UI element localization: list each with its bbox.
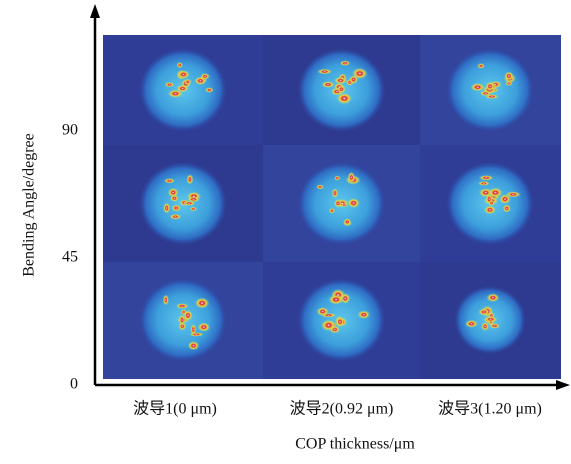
hot-spot (317, 68, 333, 75)
hot-spot (486, 293, 500, 303)
hot-spot (200, 73, 210, 80)
y-tick-label: 0 (70, 376, 78, 393)
hot-spot (464, 319, 479, 328)
hot-spot (342, 218, 352, 226)
hot-spot (347, 171, 356, 184)
hot-spot (348, 75, 359, 85)
hot-spot (505, 81, 513, 86)
hot-spot (505, 191, 521, 198)
hot-spot (477, 63, 485, 69)
hot-spot (321, 81, 335, 88)
hot-spot (188, 332, 204, 337)
hot-spot (485, 81, 495, 92)
hot-spot (347, 197, 360, 209)
hot-spot (483, 315, 498, 323)
hot-spot (162, 294, 169, 306)
x-axis-label: COP thickness/μm (295, 436, 415, 453)
hot-spot (197, 322, 211, 332)
hot-spot (502, 204, 511, 213)
hot-spot (477, 181, 490, 186)
hot-spot (176, 62, 184, 69)
hot-spot (163, 178, 176, 184)
y-axis-label: Bending Angle/degree (21, 133, 38, 277)
hot-spot (189, 206, 198, 212)
hot-spot (169, 194, 180, 202)
hot-spot (357, 310, 371, 319)
hot-spot (162, 202, 171, 214)
hot-spot (478, 308, 490, 316)
hot-spot (337, 85, 346, 94)
hot-spot (171, 204, 182, 212)
hot-spot (333, 76, 348, 85)
hot-spot (177, 69, 190, 80)
hot-spot (183, 200, 196, 206)
hot-spot (175, 303, 189, 309)
hot-spot (340, 202, 348, 208)
x-tick-label: 波导2(0.92 μm) (290, 400, 394, 418)
hot-spot (336, 92, 353, 105)
hot-spot (333, 198, 343, 208)
hot-spot (167, 89, 184, 98)
hot-spot (488, 199, 495, 207)
hot-spot (320, 319, 337, 332)
hot-spot (478, 175, 494, 181)
hot-spot (164, 81, 175, 88)
x-tick-label: 波导1(0 μm) (133, 400, 217, 418)
hot-spot (316, 306, 330, 317)
hot-spot (186, 196, 201, 203)
hot-spot (504, 71, 514, 81)
hot-spot (316, 184, 325, 190)
hot-spot (178, 314, 186, 326)
hot-spot (167, 187, 179, 198)
hot-spot (331, 188, 339, 199)
y-tick-label: 45 (62, 249, 78, 266)
hot-spot (470, 82, 486, 92)
x-arrow (556, 380, 570, 390)
hot-spot (183, 309, 193, 322)
hot-spot (334, 175, 341, 181)
image-grid (103, 35, 561, 379)
hot-spot (328, 294, 344, 305)
hot-spot (190, 323, 197, 336)
hot-spot (339, 60, 351, 66)
hot-spot (169, 213, 182, 220)
hot-spot (204, 87, 214, 93)
hot-spot (187, 340, 200, 351)
y-tick-label: 90 (62, 122, 78, 139)
hot-spot (184, 78, 192, 86)
y-arrow (90, 4, 100, 18)
x-tick-label: 波导3(1.20 μm) (438, 400, 542, 418)
hot-spot (481, 321, 490, 331)
hot-spot (328, 207, 336, 214)
hot-spot (483, 205, 497, 215)
hot-spot (194, 297, 210, 309)
hot-spot (335, 316, 345, 328)
hot-spot (186, 174, 194, 185)
